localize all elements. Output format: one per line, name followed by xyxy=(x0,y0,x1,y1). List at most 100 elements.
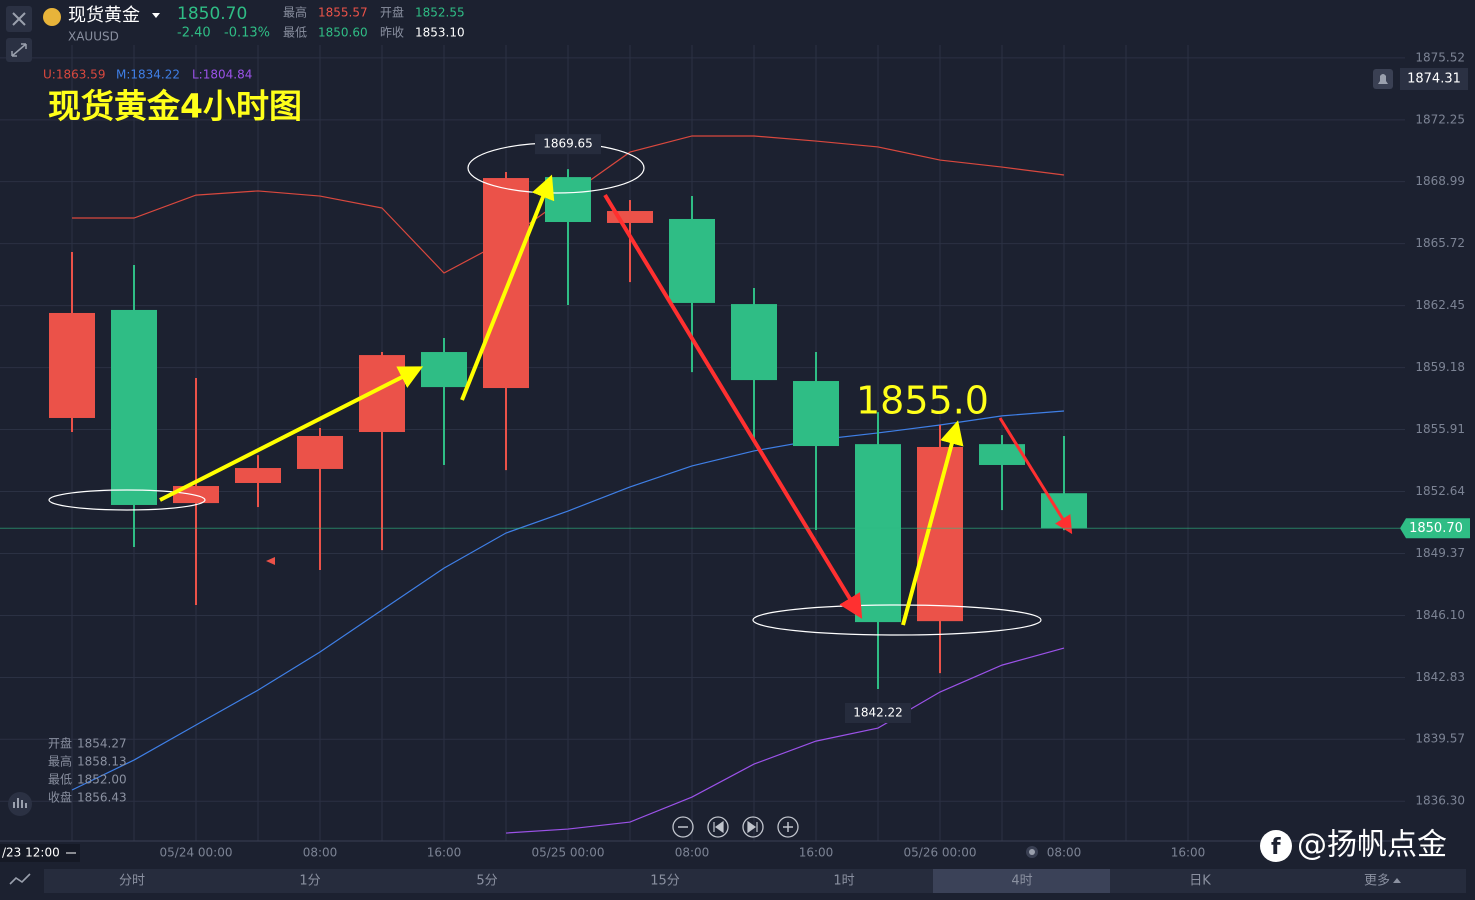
timeframe-tab[interactable]: 15分 xyxy=(650,874,680,889)
open-label: 开盘 xyxy=(380,5,404,20)
info-value: 1854.27 xyxy=(77,737,127,751)
more-caret[interactable] xyxy=(1393,878,1401,883)
info-value: 1856.43 xyxy=(77,791,127,805)
last-price: 1850.70 xyxy=(177,4,247,24)
scroll-start[interactable] xyxy=(707,816,729,838)
current-price: 1850.70 xyxy=(1409,521,1463,536)
high-value: 1855.57 xyxy=(318,6,368,20)
x-tick-label: 05/25 00:00 xyxy=(532,846,605,860)
scroll-end[interactable] xyxy=(742,816,764,838)
info-box: 开盘 1854.27 最高 1858.13 最低 1852.00 收盘 1856.43 xyxy=(48,736,127,805)
high-label: 最高 xyxy=(283,5,307,20)
x-tick-label: 05/26 00:00 xyxy=(904,846,977,860)
arrow-up xyxy=(901,420,964,626)
close-icon xyxy=(12,12,26,26)
tab-bar xyxy=(44,869,1466,893)
candle-body xyxy=(483,178,529,389)
candle-body xyxy=(235,468,281,483)
tabs: 分时 1分 5分 15分 1时 4时 日K 更多 xyxy=(119,873,1390,889)
icon xyxy=(713,820,724,834)
boll-lower-label: L:1804.84 xyxy=(192,68,252,82)
expand-icon xyxy=(11,43,27,57)
candle-body xyxy=(421,352,467,388)
y-tick-label: 1846.10 xyxy=(1415,608,1465,622)
arrow-down xyxy=(603,193,863,619)
prev-close-value: 1853.10 xyxy=(415,26,465,40)
icon xyxy=(783,822,793,832)
info-label: 最低 xyxy=(48,773,72,787)
arrow-up xyxy=(159,366,424,502)
timeframe-tab[interactable]: 分时 xyxy=(119,874,145,889)
annotations xyxy=(48,142,1073,636)
info-label: 开盘 xyxy=(48,736,72,751)
x-tick-label: 16:00 xyxy=(427,846,462,860)
active-tab xyxy=(933,869,1110,893)
marker-triangle xyxy=(266,557,275,565)
timeframe-tab[interactable]: 4时 xyxy=(1011,874,1032,889)
high-label-box xyxy=(535,134,601,155)
live-dot-inner xyxy=(1029,849,1035,855)
open-value: 1852.55 xyxy=(415,6,465,20)
x-tick-label: 16:00 xyxy=(1171,846,1206,860)
watermark-icon xyxy=(1260,830,1292,862)
dropdown-caret[interactable] xyxy=(152,13,160,18)
y-tick-label: 1842.83 xyxy=(1415,670,1465,684)
low-label-box xyxy=(845,703,911,724)
timeframe-tab[interactable]: 5分 xyxy=(476,874,497,889)
candle-body xyxy=(731,304,777,381)
candle-body xyxy=(917,446,963,622)
tool-button[interactable] xyxy=(8,792,32,816)
boll-middle-label: M:1834.22 xyxy=(116,68,180,82)
band-line xyxy=(71,410,1065,791)
candle-body xyxy=(49,312,95,418)
timeframe-tab[interactable]: 1时 xyxy=(833,874,854,889)
y-tick-label: 1855.91 xyxy=(1415,422,1465,436)
tool-icon xyxy=(13,798,27,808)
timeframe-tab[interactable]: 1分 xyxy=(299,874,320,889)
y-tick-label: 1862.45 xyxy=(1415,298,1465,312)
arrow-down xyxy=(998,417,1073,535)
indicator-icon[interactable] xyxy=(9,873,31,885)
annotation-text: 1855.0 xyxy=(856,379,989,423)
header: 现货黄金 XAUUSD 1850.70 -2.40 -0.13% 最高 1855… xyxy=(6,4,465,62)
x-tick-label: 08:00 xyxy=(675,846,710,860)
ellipse xyxy=(752,604,1042,636)
high-label: 1869.65 xyxy=(543,137,593,151)
instrument-name[interactable]: 现货黄金 xyxy=(68,5,140,26)
arrow-up xyxy=(460,174,555,401)
symbol: XAUUSD xyxy=(68,30,119,44)
icon xyxy=(747,820,758,834)
candle-body xyxy=(111,309,157,505)
price-change: -2.40 xyxy=(177,26,211,41)
prev-close-label: 昨收 xyxy=(380,26,404,40)
timeframe-tab[interactable]: 日K xyxy=(1189,874,1211,889)
info-value: 1858.13 xyxy=(77,755,127,769)
y-tick-label: 1859.18 xyxy=(1415,360,1465,374)
candle-body xyxy=(793,381,839,447)
gold-icon xyxy=(43,8,61,26)
y-tick-label: 1868.99 xyxy=(1415,174,1465,188)
ellipse xyxy=(48,489,206,511)
plot-layer xyxy=(49,135,1087,834)
zoom-controls xyxy=(672,816,799,838)
candle-body xyxy=(607,211,653,223)
chart-title: 现货黄金4小时图 xyxy=(48,87,302,126)
current-price-tag xyxy=(1400,518,1470,539)
bell-icon xyxy=(1378,74,1388,84)
timeframe-tab[interactable]: 更多 xyxy=(1364,873,1390,889)
candle-body xyxy=(669,218,715,303)
zoom-out[interactable] xyxy=(672,816,694,838)
x-tick-label: 05/24 00:00 xyxy=(160,846,233,860)
low-value: 1850.60 xyxy=(318,26,368,40)
candle-body xyxy=(173,486,219,504)
y-tick-label: 1865.72 xyxy=(1415,236,1465,250)
cursor-time-tag xyxy=(0,844,80,862)
boll-upper-label: U:1863.59 xyxy=(43,68,105,82)
x-tick-label: 08:00 xyxy=(1047,846,1082,860)
low-label: 1842.22 xyxy=(853,706,903,720)
zoom-in[interactable] xyxy=(777,816,799,838)
y-tick-label: 1839.57 xyxy=(1415,732,1465,746)
band-line xyxy=(505,647,1065,834)
info-label: 最高 xyxy=(48,754,72,769)
